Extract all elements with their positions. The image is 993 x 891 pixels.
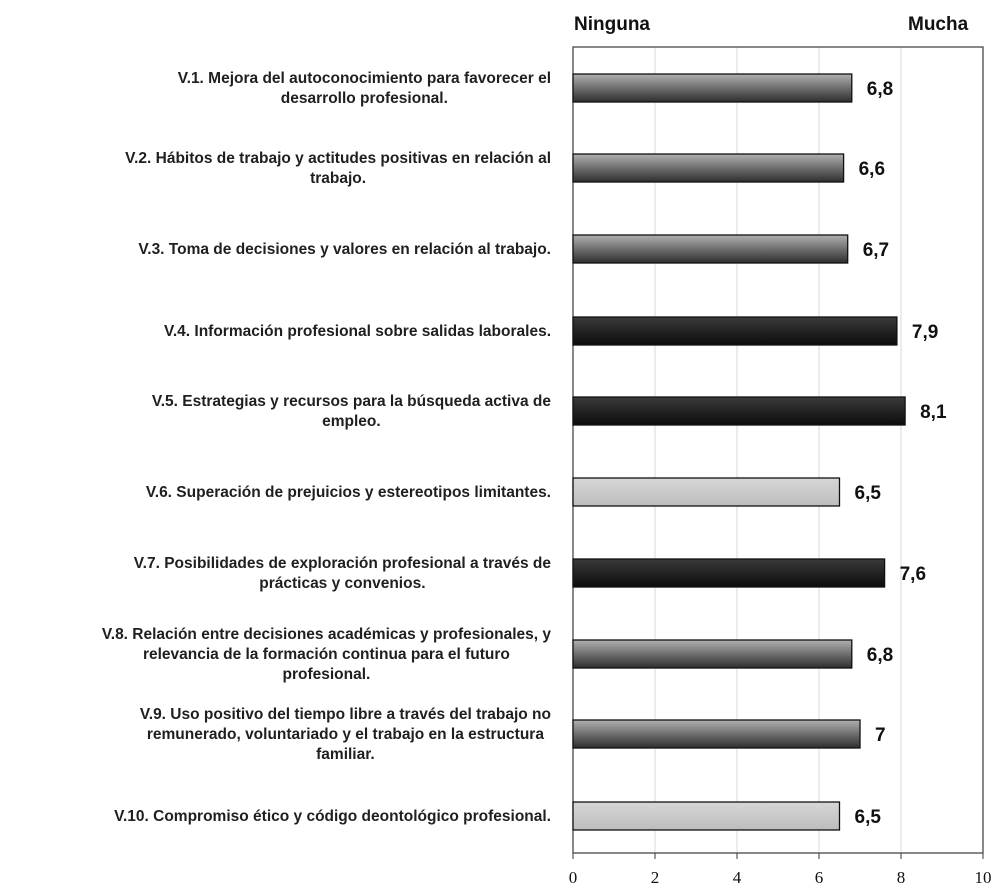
x-tick-label: 0 xyxy=(569,868,578,887)
category-labels: V.1. Mejora del autoconocimiento para fa… xyxy=(102,70,552,825)
data-label: 8,1 xyxy=(920,402,947,423)
bar-series xyxy=(572,73,906,831)
category-label: V.5. Estrategias y recursos para la búsq… xyxy=(152,393,552,410)
x-tick-label: 10 xyxy=(975,868,992,887)
category-label: empleo. xyxy=(322,413,381,430)
value-labels: 6,8 6,6 6,7 7,9 8,1 6,5 7,6 6,8 7 6,5 xyxy=(855,79,947,828)
bar xyxy=(572,316,898,346)
data-label: 7,6 xyxy=(900,564,926,585)
x-tick-label: 6 xyxy=(815,868,824,887)
category-label: V.10. Compromiso ético y código deontoló… xyxy=(114,808,551,825)
category-label: V.4. Información profesional sobre salid… xyxy=(164,323,551,340)
bar xyxy=(572,396,906,426)
category-label: relevancia de la formación continua para… xyxy=(143,646,510,663)
category-label: V.7. Posibilidades de exploración profes… xyxy=(134,555,552,572)
x-tick-label: 2 xyxy=(651,868,660,887)
bar xyxy=(572,153,845,183)
category-label: profesional. xyxy=(282,666,370,683)
bar xyxy=(572,558,886,588)
bar xyxy=(572,234,849,264)
data-label: 6,5 xyxy=(855,807,882,828)
category-label: V.9. Uso positivo del tiempo libre a tra… xyxy=(140,706,551,723)
category-label: V.2. Hábitos de trabajo y actitudes posi… xyxy=(125,150,551,167)
category-label: desarrollo profesional. xyxy=(281,90,448,107)
data-label: 6,8 xyxy=(867,79,893,100)
data-label: 7,9 xyxy=(912,322,938,343)
category-label: V.8. Relación entre decisiones académica… xyxy=(102,626,552,643)
category-label: remunerado, voluntariado y el trabajo en… xyxy=(147,726,544,743)
data-label: 6,6 xyxy=(859,159,885,180)
plot-area-frame xyxy=(572,46,984,854)
x-tick-label: 4 xyxy=(733,868,742,887)
scale-min-label: Ninguna xyxy=(574,14,650,35)
data-label: 6,7 xyxy=(863,240,889,261)
x-tick-label: 8 xyxy=(897,868,906,887)
data-label: 6,8 xyxy=(867,645,893,666)
scale-max-label: Mucha xyxy=(908,14,969,35)
bar xyxy=(572,639,853,669)
bar xyxy=(572,477,841,507)
category-label: V.1. Mejora del autoconocimiento para fa… xyxy=(178,70,551,87)
bar xyxy=(572,719,861,749)
category-label: familiar. xyxy=(316,746,375,763)
data-label: 7 xyxy=(875,725,886,746)
bar xyxy=(572,73,853,103)
category-label: trabajo. xyxy=(310,170,366,187)
category-label: V.3. Toma de decisiones y valores en rel… xyxy=(138,241,551,258)
data-label: 6,5 xyxy=(855,483,882,504)
bar xyxy=(572,801,841,831)
x-axis-ticks: 0 2 4 6 8 10 xyxy=(569,853,992,887)
category-label: V.6. Superación de prejuicios y estereot… xyxy=(146,484,551,501)
category-label: prácticas y convenios. xyxy=(259,575,425,592)
